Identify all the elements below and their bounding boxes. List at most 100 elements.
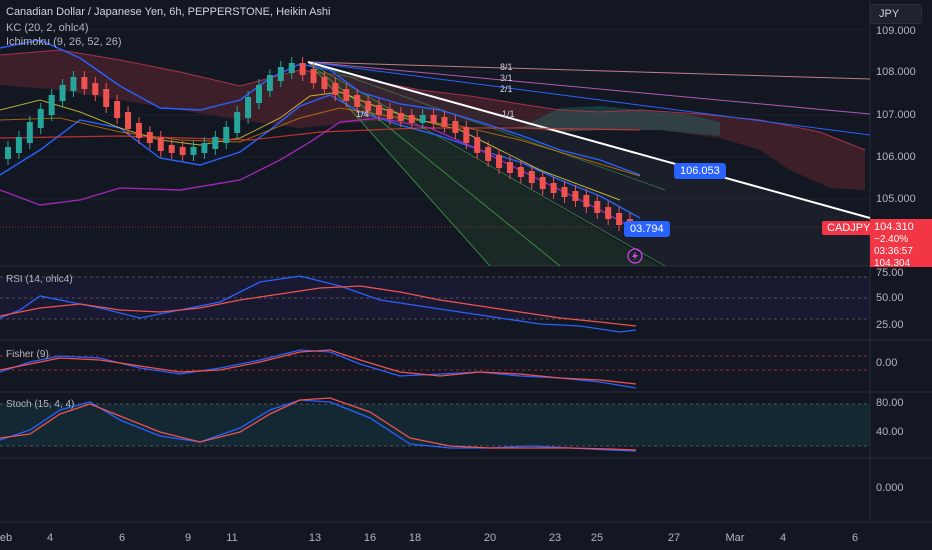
candle-body (386, 109, 393, 119)
date-label: 16 (363, 532, 377, 544)
date-label: 20 (483, 532, 497, 544)
trendline-value-tag: 106.053 (674, 163, 726, 179)
date-label: eb (0, 532, 13, 544)
last-price: 104.310 (874, 221, 914, 233)
kc-indicator-label[interactable]: KC (20, 2, ohlc4) (6, 22, 89, 34)
candle-body (223, 127, 230, 143)
candle-body (397, 113, 404, 121)
candle-body (114, 101, 121, 118)
price-label: 105.000 (876, 193, 916, 205)
ichimoku-indicator-label[interactable]: Ichimoku (9, 26, 52, 26) (6, 36, 122, 48)
candle-body (463, 127, 470, 143)
fisher-signal (0, 349, 637, 385)
candle-body (5, 147, 11, 159)
date-label: 18 (408, 532, 422, 544)
rsi-level-label: 50.00 (876, 292, 904, 304)
bar-countdown: 03:36:57 (874, 246, 913, 257)
candle-body (70, 77, 77, 91)
candle-body (365, 101, 372, 111)
candle-body (37, 109, 44, 128)
date-label: Mar (725, 532, 745, 544)
candle-body (572, 191, 579, 201)
candle-body (474, 137, 481, 153)
candle-body (550, 183, 557, 193)
lightning-icon-bolt (632, 251, 638, 261)
price-label: 107.000 (876, 109, 916, 121)
stoch-level-label: 80.00 (876, 397, 904, 409)
rsi-level-label: 75.00 (876, 267, 904, 279)
candle-body (496, 155, 503, 168)
candle-body (441, 117, 448, 127)
candle-body (343, 89, 350, 101)
date-label: 6 (118, 532, 126, 544)
conversion-line (0, 107, 641, 177)
date-label: 11 (226, 532, 238, 544)
candle-body (616, 213, 623, 225)
fan-line (307, 61, 871, 136)
candle-body (201, 143, 208, 153)
candle-body (168, 145, 175, 153)
price-label: 108.000 (876, 66, 916, 78)
current-price-tag: 03.794 (624, 221, 670, 237)
candle-body (190, 147, 197, 155)
candle-body (26, 122, 33, 143)
date-label: 6 (851, 532, 859, 544)
candle-body (376, 105, 383, 115)
date-label: 23 (548, 532, 562, 544)
fan-line (307, 61, 491, 267)
fan-ratio-label: 1/1 (502, 109, 515, 119)
candle-body (103, 89, 110, 107)
candle-body (266, 75, 273, 91)
candle-body (430, 115, 437, 123)
chart-title: Canadian Dollar / Japanese Yen, 6h, PEPP… (6, 6, 331, 18)
candle-body (452, 121, 459, 133)
candle-body (92, 83, 99, 95)
fan-ratio-label: 3/1 (500, 73, 513, 83)
candle-body (59, 85, 66, 101)
candle-body (81, 77, 88, 89)
fan-line (307, 61, 871, 115)
currency-button[interactable]: JPY (870, 4, 922, 24)
trendline (307, 61, 871, 219)
stoch-label[interactable]: Stoch (15, 4, 4) (6, 399, 75, 410)
rsi-line (0, 275, 637, 333)
rsi-label[interactable]: RSI (14, ohlc4) (6, 274, 73, 285)
price-label: 106.000 (876, 151, 916, 163)
candle-body (288, 63, 295, 73)
keltner-lower (0, 94, 641, 219)
rsi-signal (0, 285, 637, 327)
candle-body (135, 123, 142, 138)
fisher-label[interactable]: Fisher (9) (6, 349, 49, 360)
fan-line (307, 61, 666, 191)
ichimoku-cloud-bear (0, 50, 865, 190)
candle-body (485, 147, 492, 161)
price-change: −2.40% (874, 234, 909, 245)
candle-body (15, 137, 22, 153)
candle-body (517, 167, 524, 177)
fan-line (307, 61, 666, 267)
stoch-band (0, 404, 870, 446)
candle-body (125, 112, 132, 129)
last-price-box (870, 219, 932, 267)
extra-level-label: 0.000 (876, 482, 904, 494)
date-label: 4 (46, 532, 54, 544)
date-label: 25 (590, 532, 604, 544)
candle-body (354, 95, 361, 107)
date-label: 13 (308, 532, 322, 544)
candle-body (255, 85, 262, 103)
candle-body (583, 195, 590, 207)
candle-body (321, 77, 328, 89)
candle-body (539, 177, 546, 189)
lightning-icon (627, 248, 643, 264)
candle-body (408, 115, 415, 123)
candle-body (179, 147, 186, 155)
rsi-level-label: 25.00 (876, 319, 904, 331)
candle-body (212, 137, 219, 149)
candle-body (332, 83, 339, 95)
candle-body (419, 115, 426, 123)
candle-body (594, 201, 601, 213)
fan-ratio-label: 2/1 (500, 84, 513, 94)
candle-body (528, 171, 535, 183)
candle-body (157, 137, 164, 151)
